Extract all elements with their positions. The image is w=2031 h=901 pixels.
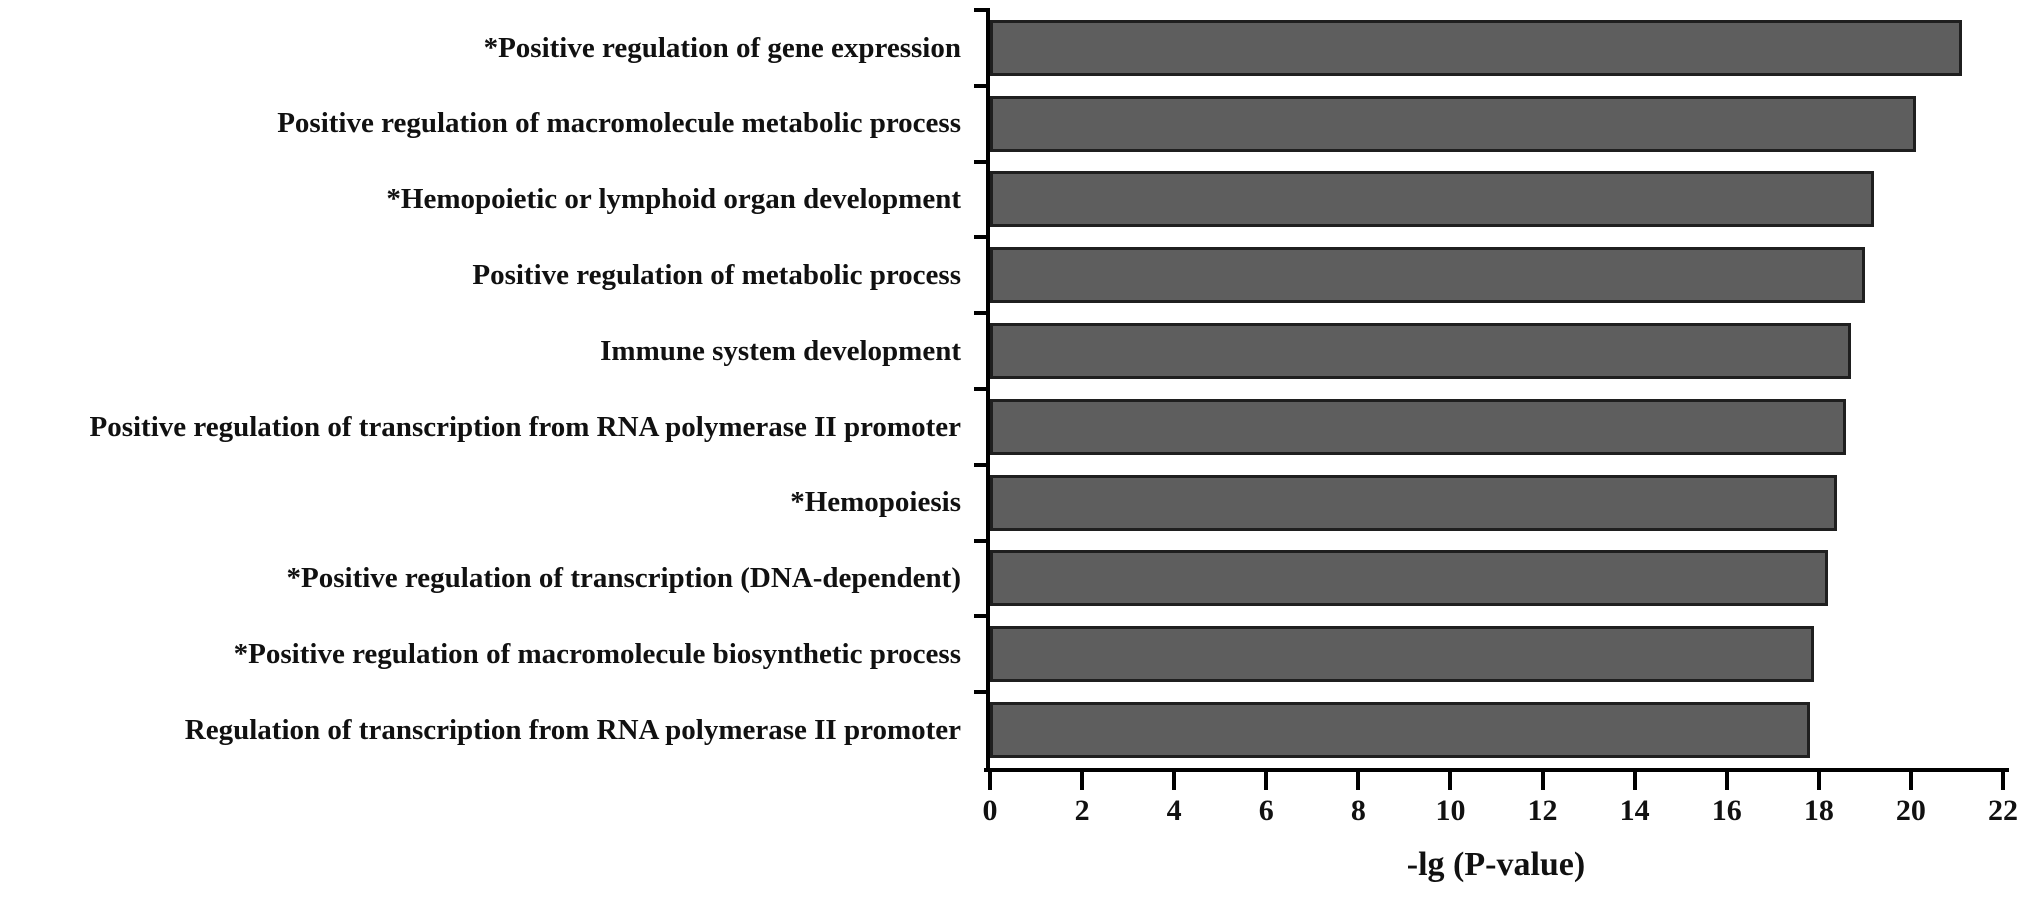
- bar-row: [990, 616, 2003, 692]
- category-label: *Hemopoietic or lymphoid organ developme…: [386, 183, 961, 216]
- x-tick: [1540, 772, 1545, 790]
- category-label: Positive regulation of transcription fro…: [89, 410, 961, 443]
- bar: [990, 474, 1838, 531]
- bar-rows: [990, 10, 2003, 768]
- category-label: Positive regulation of macromolecule met…: [277, 107, 961, 140]
- x-tick-label: 6: [1258, 794, 1274, 827]
- bar: [990, 702, 1810, 759]
- category-row: *Positive regulation of transcription (D…: [0, 541, 975, 617]
- y-tick: [974, 462, 988, 467]
- x-tick: [1908, 772, 1913, 790]
- category-row: *Hemopoiesis: [0, 465, 975, 541]
- x-tick: [988, 772, 992, 790]
- x-axis-title: -lg (P-value): [1406, 846, 1586, 883]
- bar-row: [990, 465, 2003, 541]
- y-tick: [974, 538, 988, 543]
- x-tick: [1448, 772, 1453, 790]
- y-tick: [974, 690, 988, 695]
- category-label: Positive regulation of metabolic process: [472, 259, 961, 292]
- x-tick: [2001, 772, 2005, 790]
- x-tick: [1632, 772, 1637, 790]
- y-tick: [974, 614, 988, 619]
- category-label: *Positive regulation of gene expression: [483, 31, 961, 64]
- plot-area: [990, 10, 2003, 768]
- bar: [990, 247, 1865, 304]
- x-tick-label: 4: [1166, 794, 1182, 827]
- bar: [990, 626, 1815, 683]
- bar-row: [990, 162, 2003, 238]
- x-tick: [1356, 772, 1361, 790]
- y-tick: [974, 235, 988, 240]
- category-labels: *Positive regulation of gene expression P…: [0, 10, 975, 768]
- bar-row: [990, 692, 2003, 768]
- x-tick: [1816, 772, 1821, 790]
- category-label: *Hemopoiesis: [790, 486, 961, 519]
- category-row: *Positive regulation of gene expression: [0, 10, 975, 86]
- y-tick: [974, 83, 988, 88]
- y-tick: [974, 159, 988, 164]
- bar-row: [990, 86, 2003, 162]
- x-tick-label: 22: [1988, 794, 2018, 827]
- x-tick-label: 18: [1803, 794, 1834, 827]
- x-tick-label: 12: [1527, 794, 1558, 827]
- y-tick: [974, 387, 988, 391]
- x-tick-label: 0: [982, 794, 998, 827]
- bar: [990, 95, 1916, 152]
- bar-row: [990, 10, 2003, 86]
- x-tick-label: 14: [1619, 794, 1650, 827]
- category-label: *Positive regulation of macromolecule bi…: [233, 638, 961, 671]
- x-tick-label: 2: [1074, 794, 1090, 827]
- x-tick-label: 20: [1895, 794, 1926, 827]
- y-axis-line: [986, 8, 990, 772]
- y-tick: [974, 311, 988, 316]
- bar: [990, 398, 1847, 455]
- category-row: *Hemopoietic or lymphoid organ developme…: [0, 162, 975, 238]
- x-tick-label: 16: [1711, 794, 1742, 827]
- bar: [990, 550, 1829, 607]
- category-row: Positive regulation of metabolic process: [0, 237, 975, 313]
- bar: [990, 171, 1875, 228]
- category-label: *Positive regulation of transcription (D…: [286, 562, 961, 595]
- y-tick: [974, 8, 988, 12]
- bar: [990, 19, 1962, 76]
- x-tick: [1080, 772, 1085, 790]
- x-tick: [1264, 772, 1269, 790]
- bar: [990, 323, 1852, 380]
- x-axis-line: [984, 768, 2009, 772]
- x-tick: [1724, 772, 1729, 790]
- category-row: Positive regulation of transcription fro…: [0, 389, 975, 465]
- category-row: *Positive regulation of macromolecule bi…: [0, 616, 975, 692]
- bar-row: [990, 389, 2003, 465]
- x-tick-label: 8: [1350, 794, 1366, 827]
- bar-row: [990, 237, 2003, 313]
- category-row: Immune system development: [0, 313, 975, 389]
- bar-row: [990, 541, 2003, 617]
- category-label: Regulation of transcription from RNA pol…: [184, 713, 961, 746]
- category-label: Immune system development: [600, 334, 961, 367]
- category-row: Regulation of transcription from RNA pol…: [0, 692, 975, 768]
- bar-row: [990, 313, 2003, 389]
- x-tick: [1172, 772, 1177, 790]
- x-tick-label: 10: [1435, 794, 1466, 827]
- category-row: Positive regulation of macromolecule met…: [0, 86, 975, 162]
